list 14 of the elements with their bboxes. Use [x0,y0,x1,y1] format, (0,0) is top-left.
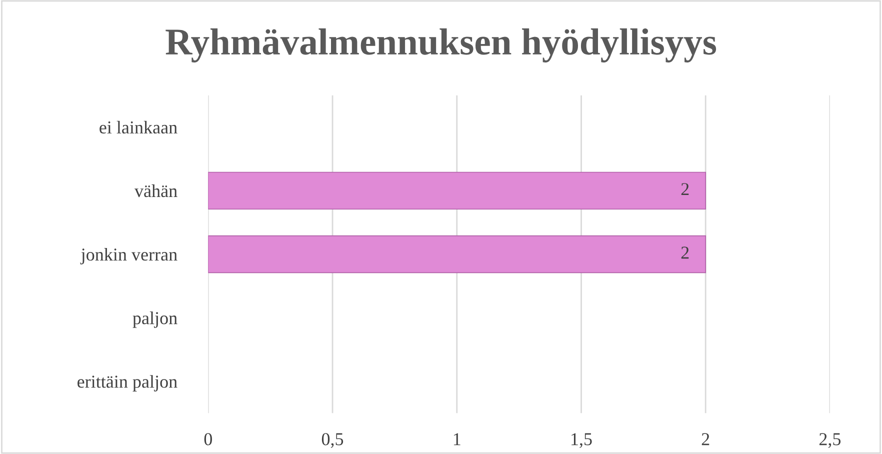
x-tick-label: 2,5 [819,433,841,448]
y-tick-label: paljon [132,312,178,328]
x-tick-label: 1 [454,433,460,446]
y-tick-label: vähän [134,184,178,198]
y-tick-label: ei lainkaan [100,120,178,134]
x-tick-label: 0 [204,433,212,446]
y-tick-label: jonkin verran [80,248,178,264]
chart-title: Ryhmävalmennuksen hyödyllisyys [166,28,716,62]
y-tick-label: erittäin paljon [78,375,178,392]
data-label: 2 [681,183,689,196]
x-tick-label: 1,5 [572,433,592,448]
data-label: 2 [681,246,689,259]
x-tick-label: 2 [702,433,710,446]
x-tick-label: 0,5 [322,433,344,448]
